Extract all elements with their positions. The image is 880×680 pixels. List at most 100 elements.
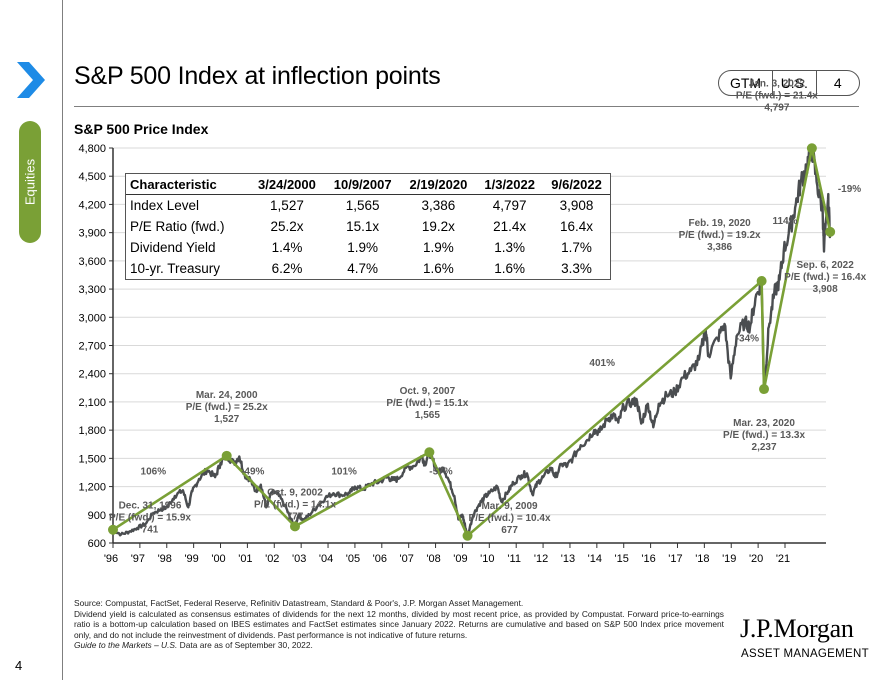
y-tick-label: 2,400 — [78, 369, 106, 381]
x-tick-label: '13 — [561, 553, 575, 565]
table-cell: 25.2x — [270, 219, 304, 234]
table-row: Dividend Yield 1.4% 1.9% 1.9% 1.3% 1.7% — [126, 237, 610, 258]
x-tick-label: '02 — [265, 553, 279, 565]
table-header: 9/6/2022 — [543, 174, 610, 195]
inflection-dot — [289, 521, 300, 532]
inflection-annotation: P/E (fwd.) = 15.1x — [386, 398, 468, 409]
table-cell: 1.3% — [494, 240, 526, 255]
x-tick-label: '97 — [131, 553, 145, 565]
badge-region: U.S. — [772, 71, 815, 95]
table-cell: 1.9% — [347, 240, 379, 255]
inflection-dot — [806, 143, 817, 154]
table-cell: 1,565 — [345, 198, 380, 213]
table-cell: Index Level — [130, 198, 200, 213]
inflection-dot — [424, 447, 435, 458]
title-divider — [74, 106, 859, 107]
table-cell: 15.1x — [346, 219, 380, 234]
inflection-annotation: Sep. 6, 2022 — [797, 260, 855, 271]
y-tick-label: 3,600 — [78, 256, 106, 268]
y-tick-label: 3,900 — [78, 228, 106, 240]
table-cell: 10-yr. Treasury — [130, 261, 221, 276]
inflection-dot — [221, 450, 232, 461]
x-tick-label: '19 — [722, 553, 736, 565]
table-cell: 21.4x — [493, 219, 527, 234]
chart-title: S&P 500 Price Index — [74, 121, 209, 137]
inflection-annotation: Oct. 9, 2002 — [267, 487, 323, 498]
inflection-annotation: Dec. 31, 1996 — [119, 501, 182, 512]
inflection-annotation: 4,797 — [764, 102, 789, 113]
table-header: 1/3/2022 — [476, 174, 544, 195]
x-tick-label: '05 — [346, 553, 360, 565]
y-tick-label: 1,800 — [78, 425, 106, 437]
jpmorgan-logo: J.P.Morgan — [740, 614, 854, 643]
table-cell: 16.4x — [560, 219, 594, 234]
x-tick-label: '03 — [292, 553, 306, 565]
x-tick-label: '09 — [453, 553, 467, 565]
y-tick-label: 3,300 — [78, 284, 106, 296]
footnotes: Source: Compustat, FactSet, Federal Rese… — [74, 598, 724, 651]
left-divider — [62, 0, 63, 680]
y-tick-label: 900 — [88, 510, 106, 522]
x-tick-label: '17 — [668, 553, 682, 565]
y-tick-label: 2,100 — [78, 397, 106, 409]
move-label: -49% — [241, 466, 264, 477]
y-tick-label: 4,500 — [78, 171, 106, 183]
x-tick-label: '11 — [507, 553, 521, 565]
x-tick-label: '06 — [373, 553, 387, 565]
x-tick-label: '98 — [158, 553, 172, 565]
source-note: Source: Compustat, FactSet, Federal Rese… — [74, 598, 524, 608]
inflection-annotation: Mar. 9, 2009 — [481, 501, 538, 512]
table-cell: 1.6% — [423, 261, 454, 276]
y-tick-label: 600 — [88, 538, 106, 550]
inflection-dot — [756, 275, 767, 286]
x-tick-label: '04 — [319, 553, 333, 565]
move-label: 114% — [772, 216, 797, 227]
x-tick-label: '10 — [480, 553, 494, 565]
x-tick-label: '96 — [104, 553, 118, 565]
x-tick-label: '20 — [749, 553, 763, 565]
inflection-annotation: 741 — [142, 525, 159, 536]
inflection-annotation: Mar. 24, 2000 — [196, 390, 258, 401]
inflection-annotation: 777 — [287, 511, 304, 522]
inflection-annotation: 3,908 — [813, 284, 838, 295]
table-cell: 3,908 — [559, 198, 594, 213]
move-label: -57% — [429, 466, 452, 477]
table-header: 3/24/2000 — [249, 174, 325, 195]
inflection-annotation: Oct. 9, 2007 — [400, 386, 456, 397]
table-cell: 3.3% — [561, 261, 592, 276]
inflection-dot — [108, 524, 118, 535]
inflection-annotation: P/E (fwd.) = 16.4x — [784, 272, 866, 283]
guide-title: Guide to the Markets – U.S. — [74, 640, 178, 651]
x-tick-label: '07 — [400, 553, 414, 565]
table-row: Index Level 1,527 1,565 3,386 4,797 3,90… — [126, 195, 610, 217]
move-label: 106% — [141, 466, 167, 477]
table-cell: 4,797 — [492, 198, 527, 213]
move-label: -34% — [736, 334, 759, 345]
y-axis-ticks: 600 900 1,200 1,500 1,800 2,100 2,400 2,700 3,00… — [78, 143, 113, 550]
inflection-annotation: P/E (fwd.) = 15.9x — [109, 513, 191, 524]
inflection-annotation: Feb. 19, 2020 — [688, 218, 751, 229]
y-tick-label: 4,800 — [78, 143, 106, 155]
table-cell: 19.2x — [421, 219, 455, 234]
badge-page: 4 — [815, 71, 859, 95]
x-tick-label: '99 — [184, 553, 198, 565]
x-tick-label: '18 — [695, 553, 709, 565]
inflection-annotation: P/E (fwd.) = 19.2x — [679, 230, 761, 241]
inflection-annotation: Mar. 23, 2020 — [733, 418, 795, 429]
y-tick-label: 4,200 — [78, 199, 106, 211]
badge-gtm: GTM — [729, 75, 762, 91]
inflection-annotation: P/E (fwd.) = 14.1x — [254, 499, 336, 510]
table-cell: 1.6% — [494, 261, 526, 276]
table-cell: 4.7% — [347, 261, 379, 276]
inflection-dot — [825, 226, 836, 237]
inflection-annotation: P/E (fwd.) = 21.4x — [736, 90, 818, 101]
section-tab-equities[interactable]: Equities — [19, 121, 41, 243]
table-header-row: Characteristic 3/24/2000 10/9/2007 2/19/… — [126, 174, 610, 195]
y-tick-label: 3,000 — [78, 312, 106, 324]
x-tick-label: '21 — [776, 553, 790, 565]
y-tick-label: 1,500 — [78, 453, 106, 465]
inflection-annotation: 3,386 — [707, 242, 732, 253]
x-tick-label: '12 — [534, 553, 548, 565]
inflection-annotation: P/E (fwd.) = 13.3x — [723, 430, 805, 441]
